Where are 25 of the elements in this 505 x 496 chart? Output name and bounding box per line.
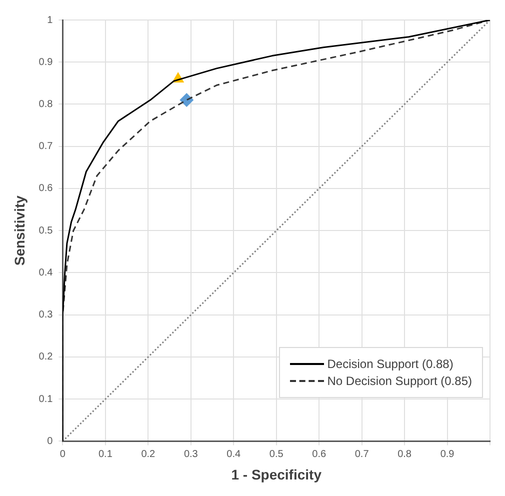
x-tick-label: 0.6: [312, 448, 326, 460]
x-tick-label: 0.9: [440, 448, 455, 460]
x-tick-label: 0.4: [226, 448, 242, 460]
x-tick-label: 0.1: [98, 448, 113, 460]
y-tick-label: 0.2: [38, 352, 54, 363]
x-tick-label: 0.3: [184, 448, 198, 460]
y-axis-title: Sensitivity: [11, 195, 28, 266]
y-tick-label: 0.7: [38, 141, 54, 152]
legend-label: Decision Support (0.88): [327, 357, 454, 371]
y-tick-label: 0.5: [38, 225, 54, 236]
x-axis-title: 1 - Specificity: [231, 466, 322, 482]
x-tick-label: 0.2: [141, 448, 156, 460]
y-tick-label: 0.3: [38, 310, 54, 321]
y-tick-label: 1: [47, 14, 54, 26]
y-tick-label: 0.4: [38, 267, 54, 278]
x-tick-label: 0.5: [269, 448, 284, 460]
x-tick-label: 0.8: [398, 448, 412, 460]
x-tick-label: 0: [60, 448, 66, 460]
y-tick-label: 0.9: [38, 56, 54, 68]
x-tick-label: 0.7: [354, 448, 370, 460]
y-tick-label: 0: [47, 436, 54, 447]
y-tick-label: 0.8: [38, 98, 54, 110]
y-tick-label: 0.1: [38, 394, 54, 405]
legend-label: No Decision Support (0.85): [327, 374, 472, 388]
y-tick-label: 0.6: [38, 183, 54, 194]
